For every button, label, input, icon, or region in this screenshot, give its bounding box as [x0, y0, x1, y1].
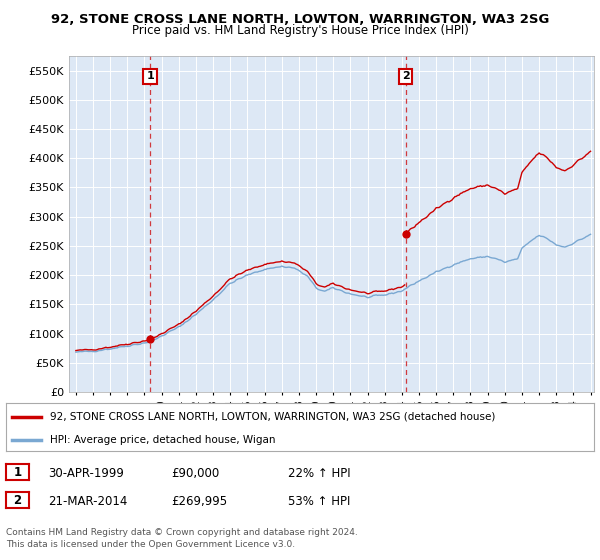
Text: 1: 1 — [146, 72, 154, 81]
Text: 21-MAR-2014: 21-MAR-2014 — [48, 494, 127, 508]
Text: £90,000: £90,000 — [171, 466, 219, 480]
Text: 30-APR-1999: 30-APR-1999 — [48, 466, 124, 480]
Text: HPI: Average price, detached house, Wigan: HPI: Average price, detached house, Wiga… — [50, 435, 275, 445]
Text: £269,995: £269,995 — [171, 494, 227, 508]
Text: Price paid vs. HM Land Registry's House Price Index (HPI): Price paid vs. HM Land Registry's House … — [131, 24, 469, 38]
Text: 2: 2 — [402, 72, 409, 81]
Text: 92, STONE CROSS LANE NORTH, LOWTON, WARRINGTON, WA3 2SG (detached house): 92, STONE CROSS LANE NORTH, LOWTON, WARR… — [50, 412, 496, 422]
Text: 1: 1 — [13, 465, 22, 479]
Text: 92, STONE CROSS LANE NORTH, LOWTON, WARRINGTON, WA3 2SG: 92, STONE CROSS LANE NORTH, LOWTON, WARR… — [51, 13, 549, 26]
Text: 2: 2 — [13, 493, 22, 507]
Text: 22% ↑ HPI: 22% ↑ HPI — [288, 466, 350, 480]
Text: 53% ↑ HPI: 53% ↑ HPI — [288, 494, 350, 508]
Text: Contains HM Land Registry data © Crown copyright and database right 2024.
This d: Contains HM Land Registry data © Crown c… — [6, 528, 358, 549]
